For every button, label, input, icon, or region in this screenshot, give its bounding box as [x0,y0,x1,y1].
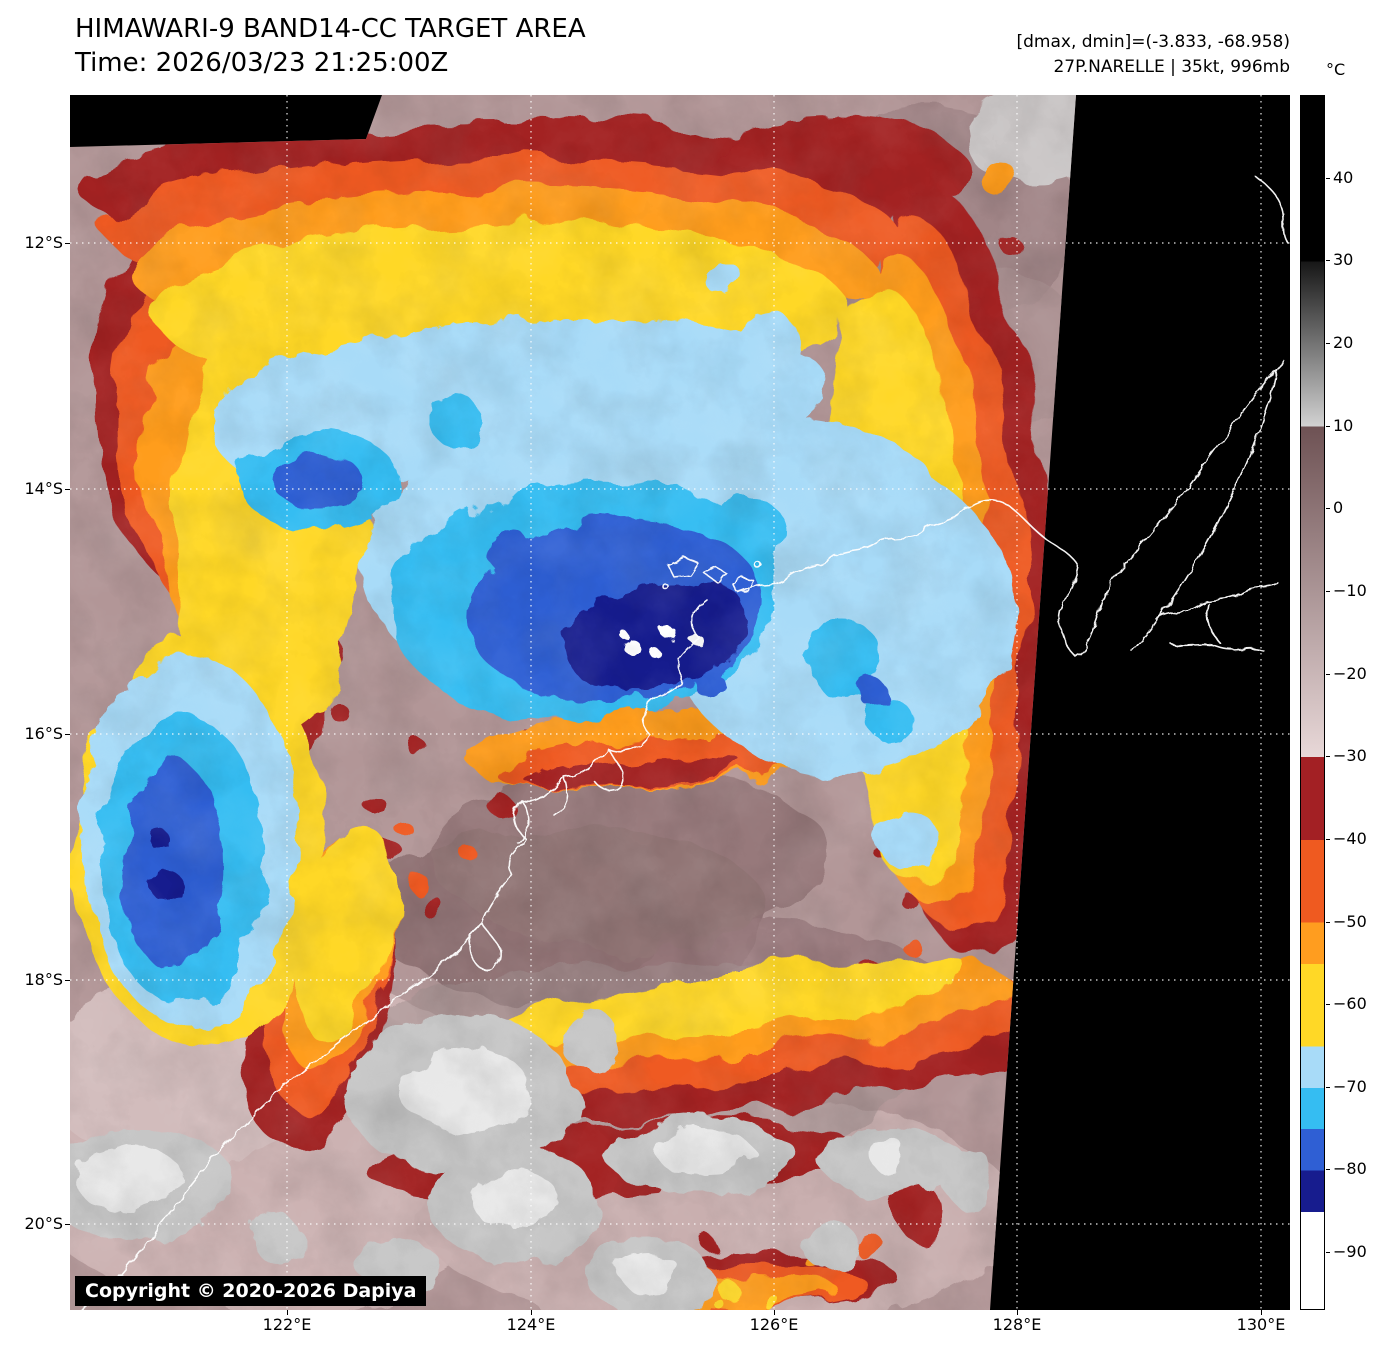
copyright-badge: Copyright © 2020-2026 Dapiya [75,1276,427,1306]
lat-tick-label: 20°S [24,1214,63,1233]
satellite-image-svg [70,95,1290,1311]
colorbar-tick-mark [1326,425,1330,427]
lat-tick-label: 16°S [24,724,63,743]
lat-tick-label: 14°S [24,479,63,498]
lon-tick-mark [531,1310,532,1315]
lat-tick-label: 18°S [24,970,63,989]
header-right: [dmax, dmin]=(-3.833, -68.958) 27P.NAREL… [1017,30,1291,80]
colorbar-tick-label: −30 [1333,746,1367,766]
figure-title: HIMAWARI-9 BAND14-CC TARGET AREA [75,14,586,44]
colorbar-tick-mark [1326,673,1330,675]
lon-tick-label: 124°E [506,1315,556,1334]
header: HIMAWARI-9 BAND14-CC TARGET AREA Time: 2… [75,12,586,80]
lon-tick-label: 130°E [1236,1315,1286,1334]
colorbar-tick-label: −60 [1333,994,1367,1014]
colorbar-tick-mark [1326,921,1330,923]
colorbar-tick-mark [1326,508,1330,510]
colorbar-tick-label: 0 [1333,498,1344,518]
colorbar [1300,95,1325,1310]
coastline-islands [667,556,699,578]
satellite-map: Copyright © 2020-2026 Dapiya [70,95,1290,1311]
dmax-dmin-readout: [dmax, dmin]=(-3.833, -68.958) [1016,32,1291,52]
colorbar-tick-mark [1326,1169,1330,1171]
grid-lines [70,95,1290,1310]
colorbar-tick-mark [1326,1004,1330,1006]
colorbar-tick-label: −90 [1333,1242,1367,1262]
lon-tick-mark [1017,1310,1018,1315]
colorbar-tick-mark [1326,260,1330,262]
colorbar-tick-mark [1326,838,1330,840]
lat-tick-mark [65,1224,70,1225]
colorbar-tick-label: −20 [1333,663,1367,683]
lat-tick-mark [65,734,70,735]
colorbar-tick-label: −80 [1333,1159,1367,1179]
colorbar-tick-label: −50 [1333,911,1367,931]
lat-tick-label: 12°S [24,233,63,252]
colorbar-tick-mark [1326,1086,1330,1088]
colorbar-tick-label: −70 [1333,1076,1367,1096]
lon-tick-mark [287,1310,288,1315]
colorbar-tick-mark [1326,1252,1330,1254]
coastline-top-right [1255,176,1289,244]
colorbar-tick-label: 40 [1333,167,1354,187]
lat-tick-mark [65,980,70,981]
colorbar-tick-label: 10 [1333,415,1354,435]
lon-tick-label: 122°E [262,1315,312,1334]
colorbar-tick-mark [1326,590,1330,592]
lat-tick-mark [65,243,70,244]
coastline-kimberley-west [81,598,707,1311]
colorbar-tick-mark [1326,177,1330,179]
lon-tick-label: 126°E [749,1315,799,1334]
coastline-north-east [737,360,1285,658]
storm-info: 27P.NARELLE | 35kt, 996mb [1053,57,1290,77]
cloud-mottle-dark [70,95,1076,1310]
lon-tick-mark [1261,1310,1262,1315]
figure-time: Time: 2026/03/23 21:25:00Z [75,48,449,78]
colorbar-tick-label: 20 [1333,332,1354,352]
colorbar-tick-mark [1326,756,1330,758]
satellite-swath [70,95,1076,1310]
colorbar-tick-label: 30 [1333,250,1354,270]
lon-tick-label: 128°E [992,1315,1042,1334]
colorbar-tick-mark [1326,342,1330,344]
colorbar-unit-label: °C [1326,60,1346,79]
colorbar-tick-label: −10 [1333,580,1367,600]
lon-tick-mark [774,1310,775,1315]
lat-tick-mark [65,489,70,490]
colorbar-tick-label: −40 [1333,828,1367,848]
